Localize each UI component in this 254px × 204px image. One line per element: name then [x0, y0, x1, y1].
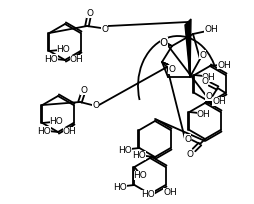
Text: O: O [86, 9, 93, 18]
Text: OH: OH [69, 55, 83, 64]
Text: HO: HO [56, 45, 70, 54]
Text: HO: HO [133, 171, 147, 180]
Text: HO: HO [140, 190, 154, 198]
Text: O: O [80, 86, 87, 95]
Text: O: O [159, 38, 167, 48]
Text: HO: HO [113, 183, 127, 192]
Text: OH: OH [62, 127, 76, 136]
Text: O: O [186, 150, 193, 159]
Text: OH: OH [203, 25, 217, 34]
Polygon shape [163, 42, 171, 47]
Text: O: O [200, 77, 207, 86]
Text: OH: OH [196, 110, 210, 119]
Text: HO: HO [118, 146, 132, 155]
Text: HO: HO [132, 151, 145, 160]
Text: HO: HO [37, 126, 51, 135]
Text: HO: HO [44, 54, 58, 63]
Text: OH: OH [201, 73, 214, 82]
Text: O: O [204, 92, 211, 101]
Text: OH: OH [216, 60, 230, 69]
Polygon shape [184, 20, 190, 78]
Text: O: O [101, 24, 108, 33]
Text: OH: OH [163, 188, 176, 196]
Text: O: O [92, 101, 99, 110]
Text: O: O [168, 65, 175, 74]
Polygon shape [161, 63, 168, 66]
Text: O: O [199, 50, 206, 59]
Text: HO: HO [49, 117, 63, 126]
Text: OH: OH [211, 97, 225, 106]
Text: O: O [184, 134, 191, 143]
